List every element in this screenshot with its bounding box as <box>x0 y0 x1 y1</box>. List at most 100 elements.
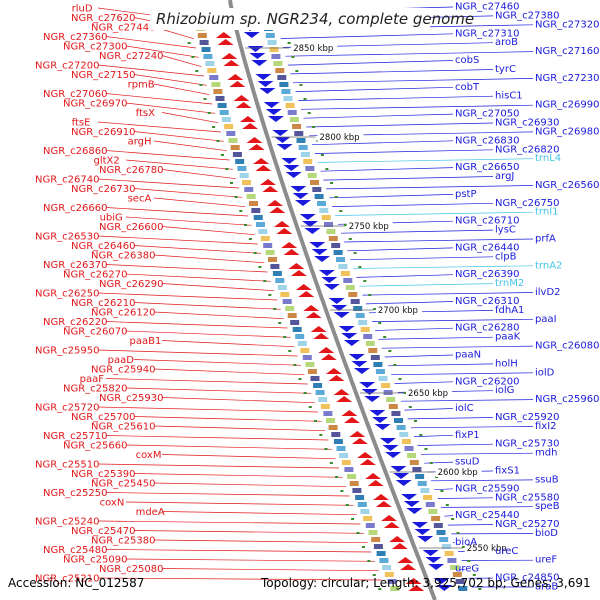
forward-gene-arrow <box>385 452 402 458</box>
cog-box-right <box>428 509 438 514</box>
track-dot <box>329 462 333 464</box>
kbp-label-bg <box>346 220 393 231</box>
right-label-line <box>378 336 494 340</box>
left-gene-label: coxM <box>136 450 162 461</box>
cog-box-left <box>344 467 354 472</box>
cog-box-left <box>244 187 254 192</box>
cog-box-right <box>383 390 393 395</box>
forward-gene-arrow <box>341 333 358 339</box>
track-dot <box>367 560 371 562</box>
left-label-line <box>161 511 357 516</box>
right-gene-label: NGR_c25590 <box>455 483 520 494</box>
right-label-line <box>290 69 494 75</box>
reverse-gene-arrow <box>365 473 382 479</box>
cog-box-right <box>298 145 308 150</box>
left-gene-label: argH <box>128 137 152 148</box>
cog-box-right <box>388 404 398 409</box>
cog-box-left <box>213 89 223 94</box>
cog-box-left <box>242 180 251 185</box>
right-label-line <box>285 51 534 57</box>
right-gene-label: NGR_c27460 <box>455 2 520 13</box>
right-gene-label: trnL4 <box>535 153 561 164</box>
right-gene-label: NGR_c26820 <box>495 144 560 155</box>
track-dot <box>351 518 355 520</box>
cog-box-left <box>265 250 275 255</box>
forward-gene-arrow <box>369 410 386 416</box>
forward-gene-arrow <box>393 473 410 479</box>
cog-box-left <box>310 376 320 381</box>
left-gene-label: rluD <box>72 4 93 15</box>
cog-box-right <box>373 362 383 367</box>
track-dot <box>308 406 312 408</box>
right-label-line <box>303 113 454 119</box>
cog-box-left <box>382 565 392 570</box>
reverse-gene-arrow <box>333 389 350 395</box>
right-gene-label: ureF <box>535 555 557 566</box>
cog-box-left <box>323 411 333 416</box>
track-dot <box>451 518 455 520</box>
cog-box-right <box>317 201 326 206</box>
left-label-line <box>133 302 281 310</box>
reverse-gene-arrow <box>290 270 307 276</box>
cog-box-left <box>219 110 229 115</box>
right-gene-label: NGR_c27310 <box>455 28 520 39</box>
right-gene-label: NGR_c26650 <box>455 162 520 173</box>
forward-gene-arrow <box>263 102 280 108</box>
cog-box-right <box>287 110 297 115</box>
left-gene-label: NGR_c25380 <box>91 536 156 547</box>
right-label-line <box>430 479 534 482</box>
left-label-line <box>133 359 301 366</box>
forward-gene-arrow <box>267 116 284 122</box>
cog-box-left <box>287 313 297 318</box>
track-dot <box>287 42 291 44</box>
cog-box-left <box>282 299 292 304</box>
forward-gene-arrow <box>351 361 368 367</box>
left-gene-label: NGR_c26780 <box>99 165 164 176</box>
cog-box-right <box>314 194 324 199</box>
forward-gene-arrow <box>255 74 272 80</box>
cog-box-right <box>289 117 299 122</box>
cog-box-left <box>336 446 346 451</box>
left-label-line <box>133 245 262 254</box>
reverse-gene-arrow <box>235 102 252 108</box>
right-label-line <box>441 506 534 508</box>
left-gene-label: NGR_c25710 <box>43 431 108 442</box>
reverse-gene-arrow <box>255 165 272 171</box>
cog-box-left <box>237 166 247 171</box>
forward-gene-arrow <box>428 564 445 570</box>
forward-gene-arrow <box>295 200 311 206</box>
cog-box-right <box>267 40 277 45</box>
forward-gene-arrow <box>304 228 321 234</box>
cog-box-right <box>345 285 355 290</box>
cog-box-right <box>431 516 441 521</box>
track-dot <box>353 252 357 254</box>
cog-box-left <box>341 460 351 465</box>
left-gene-label: NGR_c27060 <box>43 89 108 100</box>
left-label-line <box>125 159 233 170</box>
cog-box-right <box>420 488 430 493</box>
left-label-line <box>133 188 243 198</box>
cog-box-right <box>353 306 363 311</box>
left-gene-label: gltX2 <box>94 156 120 167</box>
left-label-line <box>125 444 333 450</box>
right-gene-label: NGR_c26280 <box>455 323 520 334</box>
track-dot <box>298 378 302 380</box>
right-gene-label: ssuD <box>455 457 480 468</box>
cog-box-right <box>375 369 385 374</box>
left-gene-label: paaD <box>108 355 135 366</box>
forward-gene-arrow <box>247 46 264 52</box>
left-gene-label: NGR_c25820 <box>63 384 128 395</box>
right-gene-label: bioA <box>455 537 477 548</box>
right-gene-label: mdh <box>535 448 557 459</box>
cog-box-left <box>249 201 258 206</box>
left-gene-label: ubiG <box>100 213 123 224</box>
cog-box-left <box>384 572 394 577</box>
left-label-line <box>105 549 372 553</box>
cog-box-left <box>235 159 245 164</box>
cog-box-right <box>433 523 443 528</box>
left-label-line <box>105 93 213 105</box>
right-gene-label: NGR_c25920 <box>495 412 560 423</box>
left-gene-label: NGR_c27150 <box>71 70 136 81</box>
cog-box-right <box>409 460 419 465</box>
left-gene-label: NGR_c27440 <box>91 23 156 34</box>
